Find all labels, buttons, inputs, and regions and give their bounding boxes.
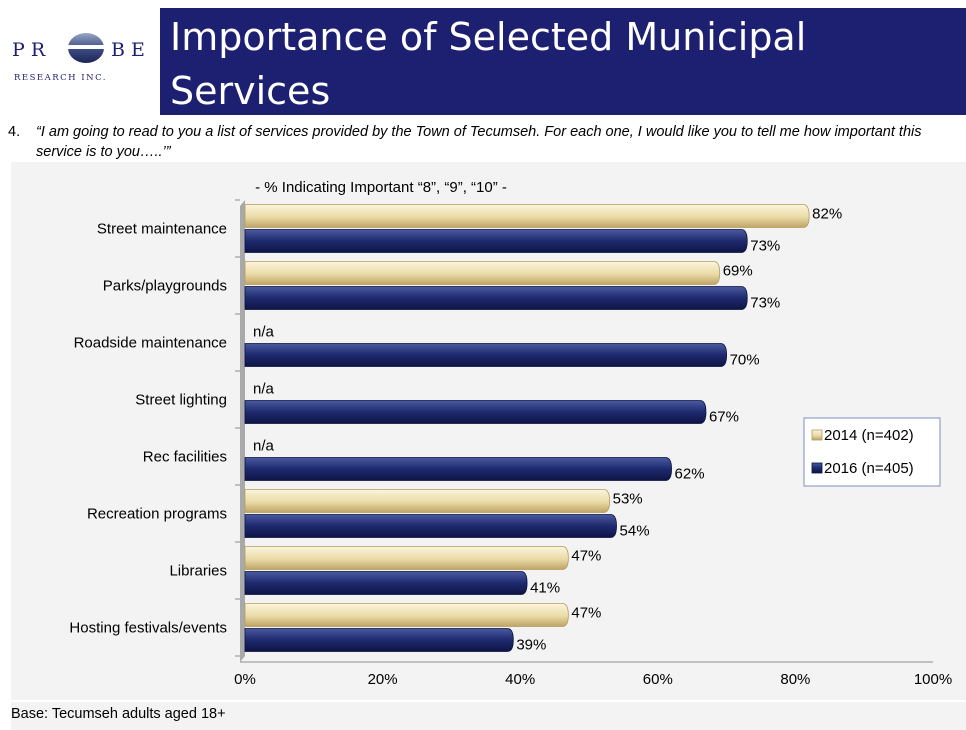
page-title: Importance of Selected Municipal Service… bbox=[170, 10, 966, 178]
data-label: 54% bbox=[620, 523, 650, 540]
legend-label: 2016 (n=405) bbox=[824, 460, 914, 477]
data-label: 69% bbox=[723, 263, 753, 280]
bar-2016 bbox=[244, 343, 728, 367]
data-label: 73% bbox=[750, 238, 780, 255]
data-label: 62% bbox=[675, 466, 705, 483]
bar-2014 bbox=[244, 546, 569, 570]
category-label: Roadside maintenance bbox=[74, 335, 227, 352]
data-label: 73% bbox=[750, 295, 780, 312]
chart-title: - % Indicating Important “8”, “9”, “10” … bbox=[255, 179, 507, 196]
x-tick-label: 100% bbox=[914, 671, 952, 688]
data-label: 70% bbox=[730, 352, 760, 369]
category-label: Recreation programs bbox=[87, 506, 227, 523]
bar-2016 bbox=[244, 457, 672, 481]
base-note: Base: Tecumseh adults aged 18+ bbox=[11, 706, 226, 722]
bar-2016 bbox=[244, 400, 707, 424]
category-label: Street lighting bbox=[135, 392, 227, 409]
category-label: Libraries bbox=[169, 563, 227, 580]
data-label-na: n/a bbox=[253, 438, 275, 455]
category-label: Street maintenance bbox=[97, 221, 227, 238]
legend-box bbox=[803, 417, 941, 487]
bar-2014 bbox=[244, 261, 721, 285]
logo-text-right: B E bbox=[111, 39, 145, 61]
category-label: Rec facilities bbox=[143, 449, 227, 466]
question-number: 4. bbox=[8, 124, 21, 140]
probe-research-logo: P R B E RESEARCH INC. bbox=[4, 28, 160, 108]
bar-2014 bbox=[244, 489, 611, 513]
category-label: Parks/playgrounds bbox=[103, 278, 227, 295]
page-title-text: Importance of Selected Municipal Service… bbox=[170, 15, 807, 167]
bar-2016 bbox=[244, 229, 748, 253]
data-label: 47% bbox=[571, 548, 601, 565]
chart-panel: - % Indicating Important “8”, “9”, “10” … bbox=[11, 162, 966, 700]
page-title-suffix: (cont'd) bbox=[455, 139, 537, 163]
x-tick-label: 0% bbox=[234, 671, 256, 688]
data-label: 82% bbox=[812, 206, 842, 223]
x-tick-label: 20% bbox=[368, 671, 398, 688]
bar-2016 bbox=[244, 571, 528, 595]
data-label: 67% bbox=[709, 409, 739, 426]
logo-text-left: P R bbox=[12, 39, 46, 61]
title-bar: Importance of Selected Municipal Service… bbox=[160, 8, 966, 167]
data-label: 53% bbox=[613, 491, 643, 508]
x-tick-label: 60% bbox=[643, 671, 673, 688]
x-tick-label: 40% bbox=[505, 671, 535, 688]
legend-swatch-2016 bbox=[811, 462, 823, 474]
bar-2016 bbox=[244, 286, 748, 310]
bar-2014 bbox=[244, 204, 810, 228]
bar-2014 bbox=[244, 603, 569, 627]
data-label: 41% bbox=[530, 580, 560, 597]
x-tick-label: 80% bbox=[780, 671, 810, 688]
logo-subtext: RESEARCH INC. bbox=[14, 73, 107, 83]
question-text: “I am going to read to you a list of ser… bbox=[36, 124, 922, 160]
data-label: 39% bbox=[516, 637, 546, 654]
data-label: 47% bbox=[571, 605, 601, 622]
category-label: Hosting festivals/events bbox=[69, 620, 227, 637]
axis-wall bbox=[240, 200, 245, 662]
bar-chart: - % Indicating Important “8”, “9”, “10” … bbox=[69, 179, 952, 688]
footer: Base: Tecumseh adults aged 18+ bbox=[11, 702, 966, 730]
legend-swatch-2014 bbox=[811, 429, 823, 441]
slide-header: P R B E RESEARCH INC. Importance of Sele… bbox=[0, 0, 966, 167]
data-label-na: n/a bbox=[253, 324, 275, 341]
legend-label: 2014 (n=402) bbox=[824, 427, 914, 444]
data-label-na: n/a bbox=[253, 381, 275, 398]
bar-2016 bbox=[244, 514, 617, 538]
survey-question: 4. “I am going to read to you a list of … bbox=[8, 122, 956, 162]
bar-2016 bbox=[244, 628, 514, 652]
